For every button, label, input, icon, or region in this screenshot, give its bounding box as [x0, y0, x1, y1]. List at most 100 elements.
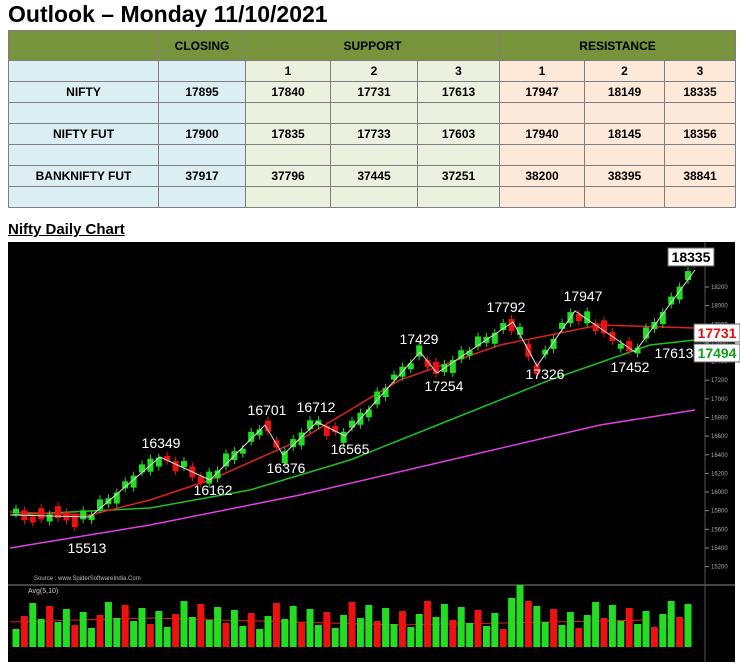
- row: NIFTY FUT 17900 17835 17733 17603 17940 18145 1…: [8, 123, 737, 145]
- volume-bar: [524, 601, 532, 647]
- volume-bar: [256, 629, 264, 647]
- volume-bar: [214, 607, 222, 647]
- candle-body: [181, 461, 187, 468]
- volume-bar: [424, 601, 432, 647]
- volume-bar: [197, 604, 205, 647]
- volume-bar: [163, 627, 171, 647]
- cell: [158, 144, 246, 166]
- volume-bar: [272, 603, 280, 647]
- cell: [245, 102, 331, 124]
- price-label: 17613: [655, 345, 694, 361]
- cell: 17895: [158, 81, 246, 103]
- candle-body: [575, 314, 582, 322]
- volume-bar: [155, 611, 163, 647]
- cell: NIFTY FUT: [8, 123, 159, 145]
- price-label: 16565: [331, 441, 370, 457]
- subheader: 3: [417, 60, 500, 82]
- volume-bar: [634, 624, 642, 647]
- title: Outlook – Monday 11/10/2021: [8, 1, 328, 27]
- candle-body: [38, 508, 45, 520]
- volume-bar: [146, 624, 154, 647]
- price-label: 17947: [564, 288, 603, 304]
- candle-body: [214, 470, 221, 479]
- candle-body: [323, 425, 330, 436]
- cell: 18356: [663, 123, 737, 145]
- candle-body: [139, 464, 145, 473]
- chart-title: Nifty Daily Chart: [8, 221, 125, 238]
- axis-label: 17400: [711, 360, 728, 366]
- cell: 37445: [330, 165, 418, 187]
- candle-body: [449, 359, 456, 373]
- cell: [663, 186, 737, 208]
- axis-label: 17000: [711, 397, 728, 403]
- volume-bar: [281, 619, 289, 647]
- price-label: 17326: [526, 366, 565, 382]
- volume-bar: [323, 612, 331, 647]
- volume-bar: [440, 604, 448, 647]
- volume-bar: [482, 626, 490, 647]
- volume-bar: [491, 613, 499, 647]
- candle-body: [685, 271, 691, 281]
- volume-bar: [550, 609, 558, 647]
- volume-bar: [264, 616, 272, 647]
- label-box: [667, 247, 715, 267]
- corner: [8, 30, 159, 61]
- price-label: 17254: [425, 378, 464, 394]
- cell: [417, 186, 500, 208]
- candle-body: [97, 499, 103, 510]
- cell: [584, 102, 665, 124]
- candle-body: [307, 420, 313, 430]
- axis-label: 17200: [711, 378, 728, 384]
- candle-body: [634, 347, 641, 354]
- cell: 18149: [584, 81, 665, 103]
- candle-body: [508, 318, 515, 331]
- candle-body: [29, 516, 36, 523]
- cell: 37796: [245, 165, 331, 187]
- volume-bar: [608, 605, 616, 647]
- candle-body: [130, 475, 137, 488]
- candle-body: [265, 420, 271, 432]
- candle-body: [391, 374, 397, 380]
- volume-bar: [306, 609, 314, 647]
- candle-body: [55, 506, 61, 519]
- candle-body: [550, 338, 557, 349]
- volume-bar: [533, 606, 541, 647]
- cell: 17603: [417, 123, 500, 145]
- candle-body: [433, 361, 439, 374]
- table-body: NIFTY 17895 17840 17731 17613 17947 18149 18335…: [8, 81, 737, 208]
- candle-body: [668, 296, 675, 305]
- candle-body: [592, 323, 599, 332]
- candle-body: [349, 420, 355, 428]
- volume-bar: [466, 623, 474, 647]
- ma-line: [9, 409, 696, 549]
- price-label: 15513: [68, 540, 107, 556]
- row: NIFTY 17895 17840 17731 17613 17947 18149 18335: [8, 81, 737, 103]
- price-label: 17731: [698, 325, 737, 341]
- candle-body: [155, 457, 162, 467]
- candle-body: [382, 388, 389, 398]
- candle-body: [71, 514, 78, 528]
- volume-bar: [29, 603, 37, 647]
- candle-body: [256, 429, 263, 436]
- candle-body: [491, 332, 498, 344]
- volume-bar: [642, 611, 650, 647]
- label-box: [693, 343, 740, 363]
- candle-body: [584, 311, 591, 324]
- axis-label: 18200: [711, 285, 728, 291]
- cell: [330, 144, 418, 166]
- cell: [158, 60, 246, 82]
- volume-bar: [667, 601, 675, 647]
- volume-bar: [230, 610, 238, 647]
- volume-bar: [71, 625, 79, 647]
- axis-label: 15800: [711, 509, 728, 515]
- volume-bar: [247, 613, 255, 647]
- label-box: [693, 323, 740, 343]
- axis-label: 16000: [711, 490, 728, 496]
- cell: [330, 186, 418, 208]
- price-label: 16162: [194, 482, 233, 498]
- price-label: 18335: [672, 249, 711, 265]
- price-label: 17494: [698, 345, 737, 361]
- candle-body: [626, 341, 633, 352]
- candle-body: [290, 439, 297, 448]
